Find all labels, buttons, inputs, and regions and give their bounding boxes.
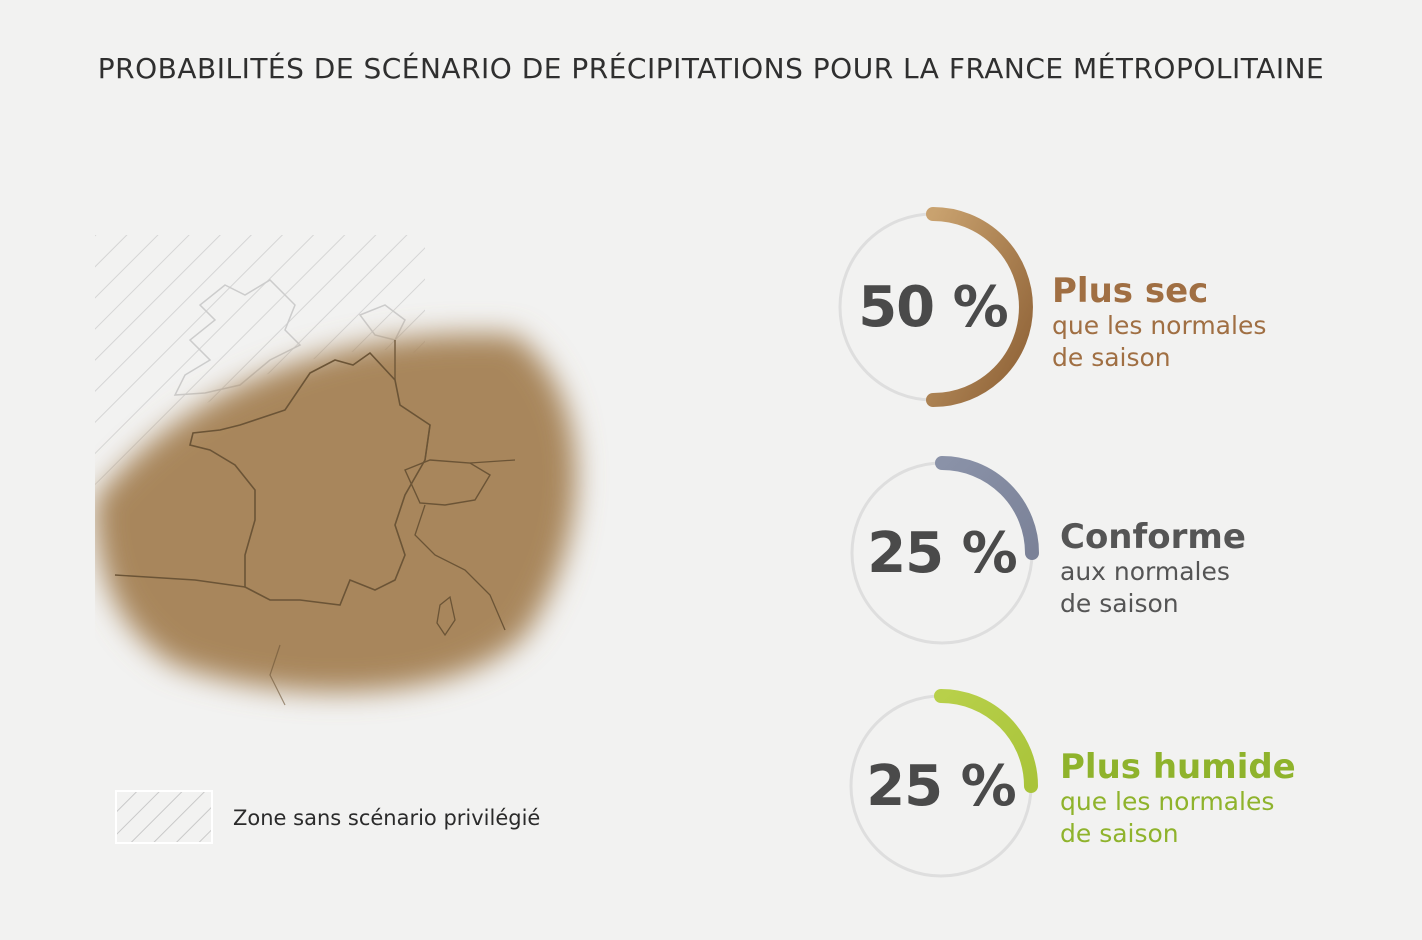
label-wet: Plus humide que les normales de saison [1060,748,1296,850]
sub1-wet: que les normales [1060,787,1275,816]
heading-wet: Plus humide [1060,747,1296,787]
corsica-outline [436,595,456,637]
ring-wet: 25 % [841,686,1041,886]
sub2-dry: de saison [1052,343,1171,372]
benelux-outline [358,304,406,341]
ring-normal: 25 % [842,453,1042,653]
value-wet: 25 % [866,753,1017,819]
germany-border [394,340,516,464]
sub1-dry: que les normales [1052,311,1267,340]
arc-normal [935,456,1039,560]
sub2-wet: de saison [1060,819,1179,848]
legend-label: Zone sans scénario privilégié [233,806,541,830]
coastline [269,644,286,706]
label-normal: Conforme aux normales de saison [1060,518,1246,620]
hatch-swatch [115,790,213,844]
arc-wet [934,689,1038,793]
sub1-normal: aux normales [1060,557,1230,586]
arc-dry [926,207,1033,407]
france-map [95,235,577,706]
italy-outline [414,504,506,631]
heading-dry: Plus sec [1052,271,1209,311]
switzerland-outline [404,459,491,506]
page-title: PROBABILITÉS DE SCÉNARIO DE PRÉCIPITATIO… [97,52,1325,85]
france-outline [189,351,431,606]
label-dry: Plus sec que les normales de saison [1052,272,1266,374]
heading-normal: Conforme [1060,517,1246,557]
uk-outline [173,279,302,396]
no-scenario-zone [95,235,425,485]
ring-dry: 50 % [833,207,1033,407]
value-dry: 50 % [858,274,1009,340]
sub2-normal: de saison [1060,589,1179,618]
dry-scenario-zone [95,333,577,693]
spain-border [114,574,246,588]
value-normal: 25 % [867,520,1018,586]
